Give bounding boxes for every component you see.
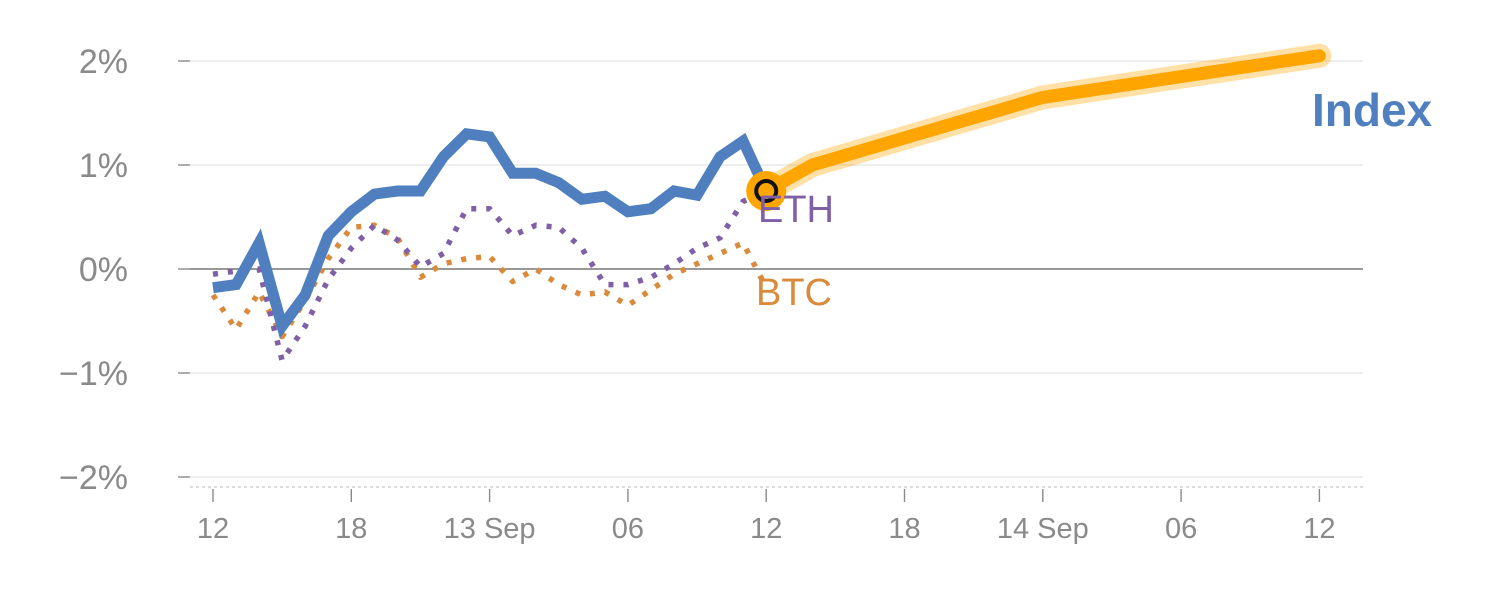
grid [190,60,1363,478]
x-tick-label: 18 [335,513,367,545]
x-tick-label: 14 Sep [997,513,1089,545]
series-lines [210,43,1332,364]
y-tick-label: 1% [79,147,128,185]
marker-dot [754,179,779,203]
btc-series-label: BTC [756,272,832,314]
x-tick-label: 13 Sep [444,513,536,545]
current-point-marker [746,171,787,211]
forecast-line [759,49,1326,198]
forecast-line-glow [754,43,1332,203]
eth-series-label: ETH [758,189,834,231]
index-line [212,127,772,339]
index-series-label: Index [1312,84,1433,136]
x-tick-label: 12 [197,513,229,545]
y-tick-label: −2% [59,459,128,497]
btc-line [210,222,769,340]
x-tick-label: 06 [612,513,644,545]
series-labels: ETH BTC Index [756,84,1433,314]
x-tick-label: 06 [1165,513,1197,545]
eth-line [212,188,768,364]
y-tick-label: 0% [79,251,128,289]
y-tick-label: −1% [59,355,128,393]
y-tick-label: 2% [79,43,128,81]
x-tick-label: 18 [888,513,920,545]
x-axis: 12 18 13 Sep 06 12 18 14 Sep 06 12 [190,486,1363,545]
x-tick-label: 12 [1303,513,1335,545]
x-tick-label: 12 [750,513,782,545]
y-axis: 2% 1% 0% −1% −2% [59,43,190,497]
